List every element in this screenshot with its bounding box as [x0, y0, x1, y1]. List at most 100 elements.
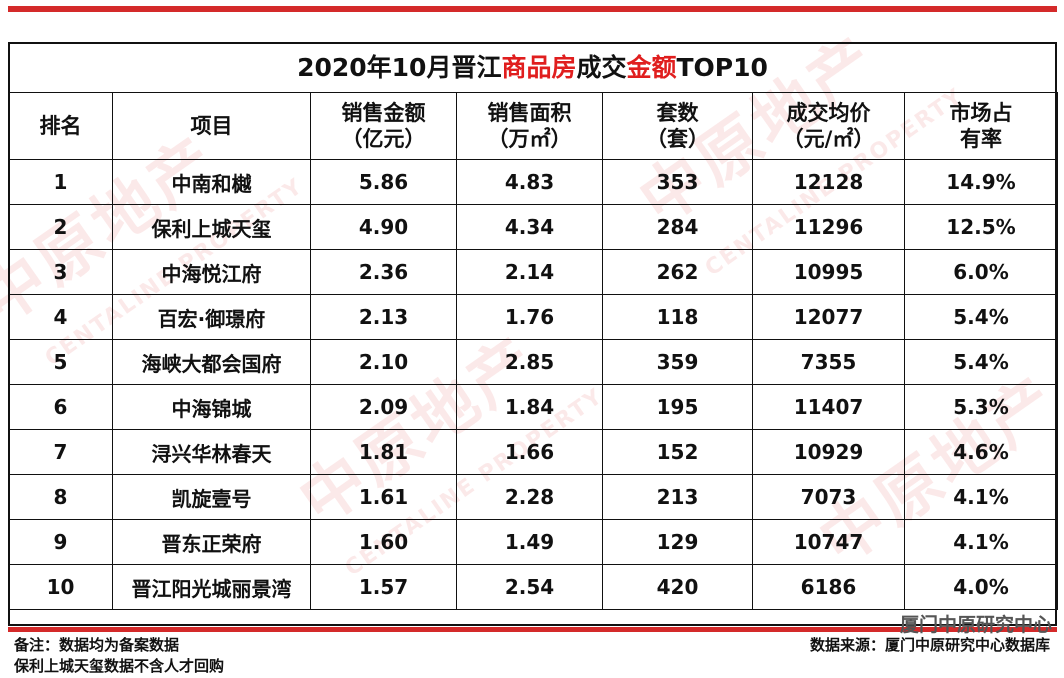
- cell-amount: 2.36: [310, 249, 457, 295]
- cell-price: 7073: [752, 474, 905, 520]
- header-amount: 销售金额 （亿元）: [310, 92, 457, 160]
- cell-project: 凯旋壹号: [112, 474, 311, 520]
- cell-amount: 1.61: [310, 474, 457, 520]
- table-row: 6 中海锦城 2.09 1.84 195 11407 5.3%: [8, 384, 1058, 430]
- cell-project: 百宏·御璟府: [112, 294, 311, 340]
- cell-units: 152: [602, 429, 753, 475]
- top-accent-bar: [8, 6, 1057, 12]
- cell-area: 1.84: [456, 384, 603, 430]
- cell-units: 129: [602, 519, 753, 565]
- table-row: 1 中南和樾 5.86 4.83 353 12128 14.9%: [8, 159, 1058, 205]
- data-source: 数据来源：厦门中原研究中心数据库: [809, 636, 1050, 654]
- cell-amount: 1.81: [310, 429, 457, 475]
- cell-area: 2.28: [456, 474, 603, 520]
- cell-project: 中海悦江府: [112, 249, 311, 295]
- cell-units: 420: [602, 564, 753, 610]
- cell-area: 4.34: [456, 204, 603, 250]
- page-title: 2020年10月晋江商品房成交金额TOP10: [8, 44, 1057, 92]
- table-row: 2 保利上城天玺 4.90 4.34 284 11296 12.5%: [8, 204, 1058, 250]
- cell-project: 中海锦城: [112, 384, 311, 430]
- cell-share: 4.1%: [904, 519, 1058, 565]
- brand-label: 厦门中原研究中心: [899, 614, 1052, 636]
- cell-rank: 3: [8, 249, 113, 295]
- cell-share: 4.0%: [904, 564, 1058, 610]
- cell-units: 262: [602, 249, 753, 295]
- cell-area: 1.66: [456, 429, 603, 475]
- cell-price: 10995: [752, 249, 905, 295]
- cell-amount: 4.90: [310, 204, 457, 250]
- cell-rank: 4: [8, 294, 113, 340]
- cell-units: 195: [602, 384, 753, 430]
- ranking-table: 排名 项目 销售金额 （亿元） 销售面积 （万㎡） 套数 （套） 成交均价 （元/㎡） …: [8, 92, 1058, 610]
- cell-share: 14.9%: [904, 159, 1058, 205]
- table-row: 8 凯旋壹号 1.61 2.28 213 7073 4.1%: [8, 474, 1058, 520]
- cell-rank: 1: [8, 159, 113, 205]
- cell-units: 213: [602, 474, 753, 520]
- cell-share: 5.3%: [904, 384, 1058, 430]
- cell-area: 1.49: [456, 519, 603, 565]
- cell-share: 12.5%: [904, 204, 1058, 250]
- cell-share: 5.4%: [904, 339, 1058, 385]
- cell-rank: 9: [8, 519, 113, 565]
- cell-area: 1.76: [456, 294, 603, 340]
- cell-project: 晋东正荣府: [112, 519, 311, 565]
- cell-amount: 2.13: [310, 294, 457, 340]
- table-row: 7 浔兴华林春天 1.81 1.66 152 10929 4.6%: [8, 429, 1058, 475]
- cell-rank: 2: [8, 204, 113, 250]
- cell-rank: 7: [8, 429, 113, 475]
- cell-rank: 6: [8, 384, 113, 430]
- cell-amount: 1.60: [310, 519, 457, 565]
- cell-price: 11407: [752, 384, 905, 430]
- cell-area: 2.85: [456, 339, 603, 385]
- title-highlight-2: 金额: [626, 53, 677, 82]
- cell-units: 284: [602, 204, 753, 250]
- cell-share: 4.6%: [904, 429, 1058, 475]
- cell-price: 12077: [752, 294, 905, 340]
- cell-share: 5.4%: [904, 294, 1058, 340]
- title-prefix: 2020年10月晋江: [297, 53, 502, 82]
- cell-amount: 1.57: [310, 564, 457, 610]
- table-row: 4 百宏·御璟府 2.13 1.76 118 12077 5.4%: [8, 294, 1058, 340]
- footnote-1: 备注：数据均为备案数据: [14, 636, 180, 654]
- cell-price: 7355: [752, 339, 905, 385]
- cell-amount: 5.86: [310, 159, 457, 205]
- header-rank: 排名: [8, 92, 113, 160]
- cell-price: 12128: [752, 159, 905, 205]
- cell-area: 2.14: [456, 249, 603, 295]
- cell-amount: 2.09: [310, 384, 457, 430]
- header-row: 排名 项目 销售金额 （亿元） 销售面积 （万㎡） 套数 （套） 成交均价 （元/㎡） …: [8, 92, 1058, 160]
- header-area: 销售面积 （万㎡）: [456, 92, 603, 160]
- footnote-2: 保利上城天玺数据不含人才回购: [14, 657, 225, 675]
- cell-project: 浔兴华林春天: [112, 429, 311, 475]
- table-row: 3 中海悦江府 2.36 2.14 262 10995 6.0%: [8, 249, 1058, 295]
- bottom-accent-bar: [8, 627, 1057, 632]
- cell-share: 6.0%: [904, 249, 1058, 295]
- cell-project: 中南和樾: [112, 159, 311, 205]
- cell-amount: 2.10: [310, 339, 457, 385]
- table-row: 10 晋江阳光城丽景湾 1.57 2.54 420 6186 4.0%: [8, 564, 1058, 610]
- cell-units: 359: [602, 339, 753, 385]
- header-share: 市场占 有率: [904, 92, 1058, 160]
- table-row: 9 晋东正荣府 1.60 1.49 129 10747 4.1%: [8, 519, 1058, 565]
- cell-rank: 10: [8, 564, 113, 610]
- cell-project: 晋江阳光城丽景湾: [112, 564, 311, 610]
- cell-project: 保利上城天玺: [112, 204, 311, 250]
- cell-price: 11296: [752, 204, 905, 250]
- title-suffix: TOP10: [676, 53, 768, 82]
- header-price: 成交均价 （元/㎡）: [752, 92, 905, 160]
- cell-units: 118: [602, 294, 753, 340]
- title-highlight-1: 商品房: [501, 53, 577, 82]
- title-mid: 成交: [576, 53, 627, 82]
- header-units: 套数 （套）: [602, 92, 753, 160]
- header-project: 项目: [112, 92, 311, 160]
- table-row: 5 海峡大都会国府 2.10 2.85 359 7355 5.4%: [8, 339, 1058, 385]
- cell-price: 10929: [752, 429, 905, 475]
- cell-area: 4.83: [456, 159, 603, 205]
- cell-rank: 8: [8, 474, 113, 520]
- cell-rank: 5: [8, 339, 113, 385]
- cell-units: 353: [602, 159, 753, 205]
- cell-price: 6186: [752, 564, 905, 610]
- cell-project: 海峡大都会国府: [112, 339, 311, 385]
- cell-area: 2.54: [456, 564, 603, 610]
- cell-share: 4.1%: [904, 474, 1058, 520]
